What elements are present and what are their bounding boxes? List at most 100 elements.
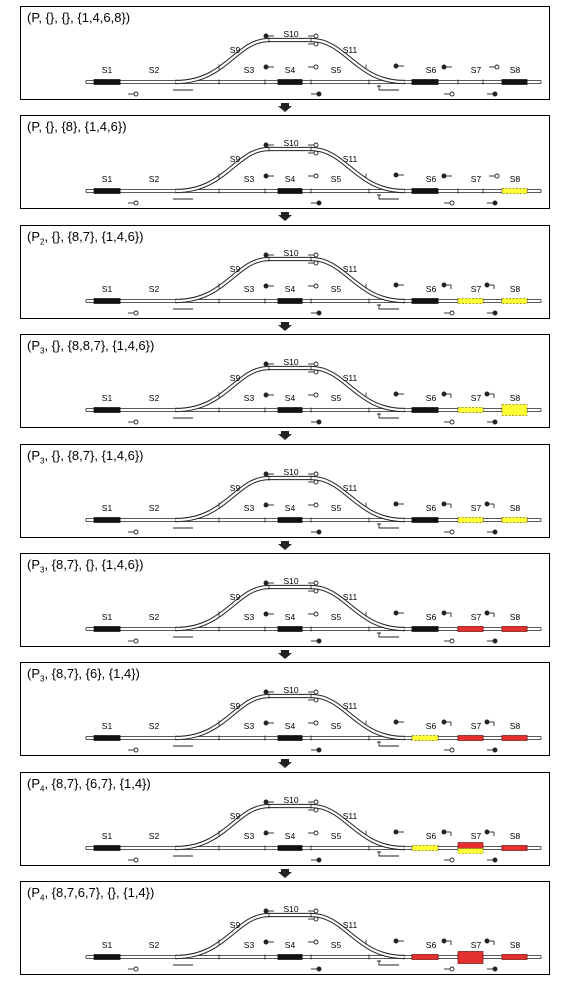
label-s9: S9: [230, 483, 241, 493]
signal-s3: [263, 502, 274, 508]
signal-s7-west: [441, 938, 452, 946]
signal-s8-east: [487, 419, 498, 425]
signal-s10-east: [308, 142, 319, 148]
signal-s10-east-lower: [308, 479, 319, 485]
label-s9: S9: [230, 154, 241, 164]
signal-s7-west: [441, 282, 452, 289]
signal-s4: [308, 64, 319, 70]
label-s10: S10: [283, 357, 298, 367]
signal-s7-west: [441, 64, 452, 70]
segment-s7-red: [457, 735, 484, 742]
label-s1: S1: [102, 721, 113, 731]
signal-s2: [128, 200, 139, 206]
label-s6: S6: [426, 393, 437, 403]
label-s10: S10: [283, 904, 298, 914]
signal-s10-east: [308, 252, 319, 258]
signal-s8-west: [484, 610, 495, 617]
signal-s2: [128, 529, 139, 535]
bypass-track: [175, 475, 405, 522]
track-layout: S1 S2 S3 S4 S5 S6 S7 S8 S9 S10 S11: [85, 685, 542, 753]
label-s2: S2: [149, 940, 160, 950]
state-panel: (P, {}, {}, {1,4,6,8}) S1 S2 S3 S4 S5 S6 S7 S8 S9…: [20, 6, 550, 100]
signal-s10-west: [263, 908, 274, 914]
segment-s4-black: [277, 954, 303, 961]
label-s7: S7: [471, 174, 482, 184]
signal-s10-east: [308, 33, 319, 39]
signal-s10-east-lower: [308, 260, 319, 266]
signal-s10-west: [263, 799, 274, 805]
label-s5: S5: [331, 65, 342, 75]
switch-mark: [377, 304, 399, 310]
signal-s8-west: [484, 282, 495, 289]
signal-s8-west: [484, 391, 495, 399]
label-s3: S3: [244, 393, 255, 403]
label-s5: S5: [331, 940, 342, 950]
signal-s5: [311, 310, 322, 316]
signal-s8-west: [489, 173, 500, 179]
label-s5: S5: [331, 721, 342, 731]
label-s4: S4: [285, 284, 296, 294]
transition-arrow: [278, 431, 292, 441]
segment-s8-yellow: [501, 404, 528, 417]
label-s7: S7: [471, 503, 482, 513]
track-layout: S1 S2 S3 S4 S5 S6 S7 S8 S9 S10 S11: [85, 357, 542, 425]
transition-arrow: [278, 650, 292, 659]
signal-s10-east-lower: [308, 369, 319, 375]
label-s1: S1: [102, 174, 113, 184]
label-s4: S4: [285, 393, 296, 403]
label-s1: S1: [102, 65, 113, 75]
signal-s6-east: [444, 747, 455, 753]
segment-s1-black: [93, 297, 121, 304]
transition-arrow: [278, 540, 292, 550]
signal-s5: [311, 857, 322, 863]
label-s2: S2: [149, 721, 160, 731]
label-s8: S8: [510, 503, 521, 513]
label-s5: S5: [331, 174, 342, 184]
signal-s6-east: [444, 310, 455, 316]
signal-s6-west: [393, 501, 404, 507]
state-tuple: (P4, {8,7,6,7}, {}, {1,4}): [27, 885, 155, 903]
signal-s10-west: [263, 252, 274, 258]
segment-s1-black: [93, 844, 121, 851]
segment-s8-yellow: [501, 516, 528, 523]
label-s2: S2: [149, 503, 160, 513]
signal-s10-east: [308, 908, 319, 914]
signal-s8-east: [487, 200, 498, 206]
bypass-track: [175, 913, 405, 960]
signal-s7-west: [441, 501, 452, 508]
label-s4: S4: [285, 940, 296, 950]
label-s11: S11: [343, 592, 358, 602]
signal-s10-east-lower: [308, 150, 319, 156]
label-s6: S6: [426, 65, 437, 75]
segment-s6-black: [411, 407, 439, 414]
signal-s6-west: [393, 829, 404, 835]
label-s5: S5: [331, 393, 342, 403]
signal-s6-west: [393, 719, 404, 725]
track-layout: S1 S2 S3 S4 S5 S6 S7 S8 S9 S10 S11: [85, 248, 542, 316]
label-s4: S4: [285, 831, 296, 841]
label-s1: S1: [102, 831, 113, 841]
track-layout: S1 S2 S3 S4 S5 S6 S7 S8 S9 S10 S11: [85, 138, 542, 206]
label-s7: S7: [471, 940, 482, 950]
state-panel: (P3, {8,7}, {}, {1,4,6}) S1 S2 S3 S4 S5 S6 S7 S8…: [20, 553, 550, 647]
label-s8: S8: [510, 721, 521, 731]
signal-s8-east: [487, 638, 498, 644]
signal-s8-west: [484, 829, 495, 836]
signal-s7-west: [441, 829, 452, 836]
segment-s6-black: [411, 626, 439, 632]
segment-s7-reserved: [457, 847, 484, 854]
segment-s7-red: [457, 626, 484, 632]
segment-s7-red: [457, 951, 484, 965]
label-s5: S5: [331, 503, 342, 513]
segment-s8-yellow: [501, 297, 528, 304]
bypass-track: [175, 584, 405, 632]
segment-s4-black: [277, 844, 303, 851]
segment-s7-locked: [457, 841, 484, 849]
label-s2: S2: [149, 393, 160, 403]
track-layout: S1 S2 S3 S4 S5 S6 S7 S8 S9 S10 S11: [85, 795, 542, 863]
signal-s6-east: [444, 638, 455, 644]
signal-s2: [128, 747, 139, 753]
signal-s7-west: [441, 610, 452, 617]
label-s6: S6: [426, 940, 437, 950]
signal-s6-east: [444, 419, 455, 425]
